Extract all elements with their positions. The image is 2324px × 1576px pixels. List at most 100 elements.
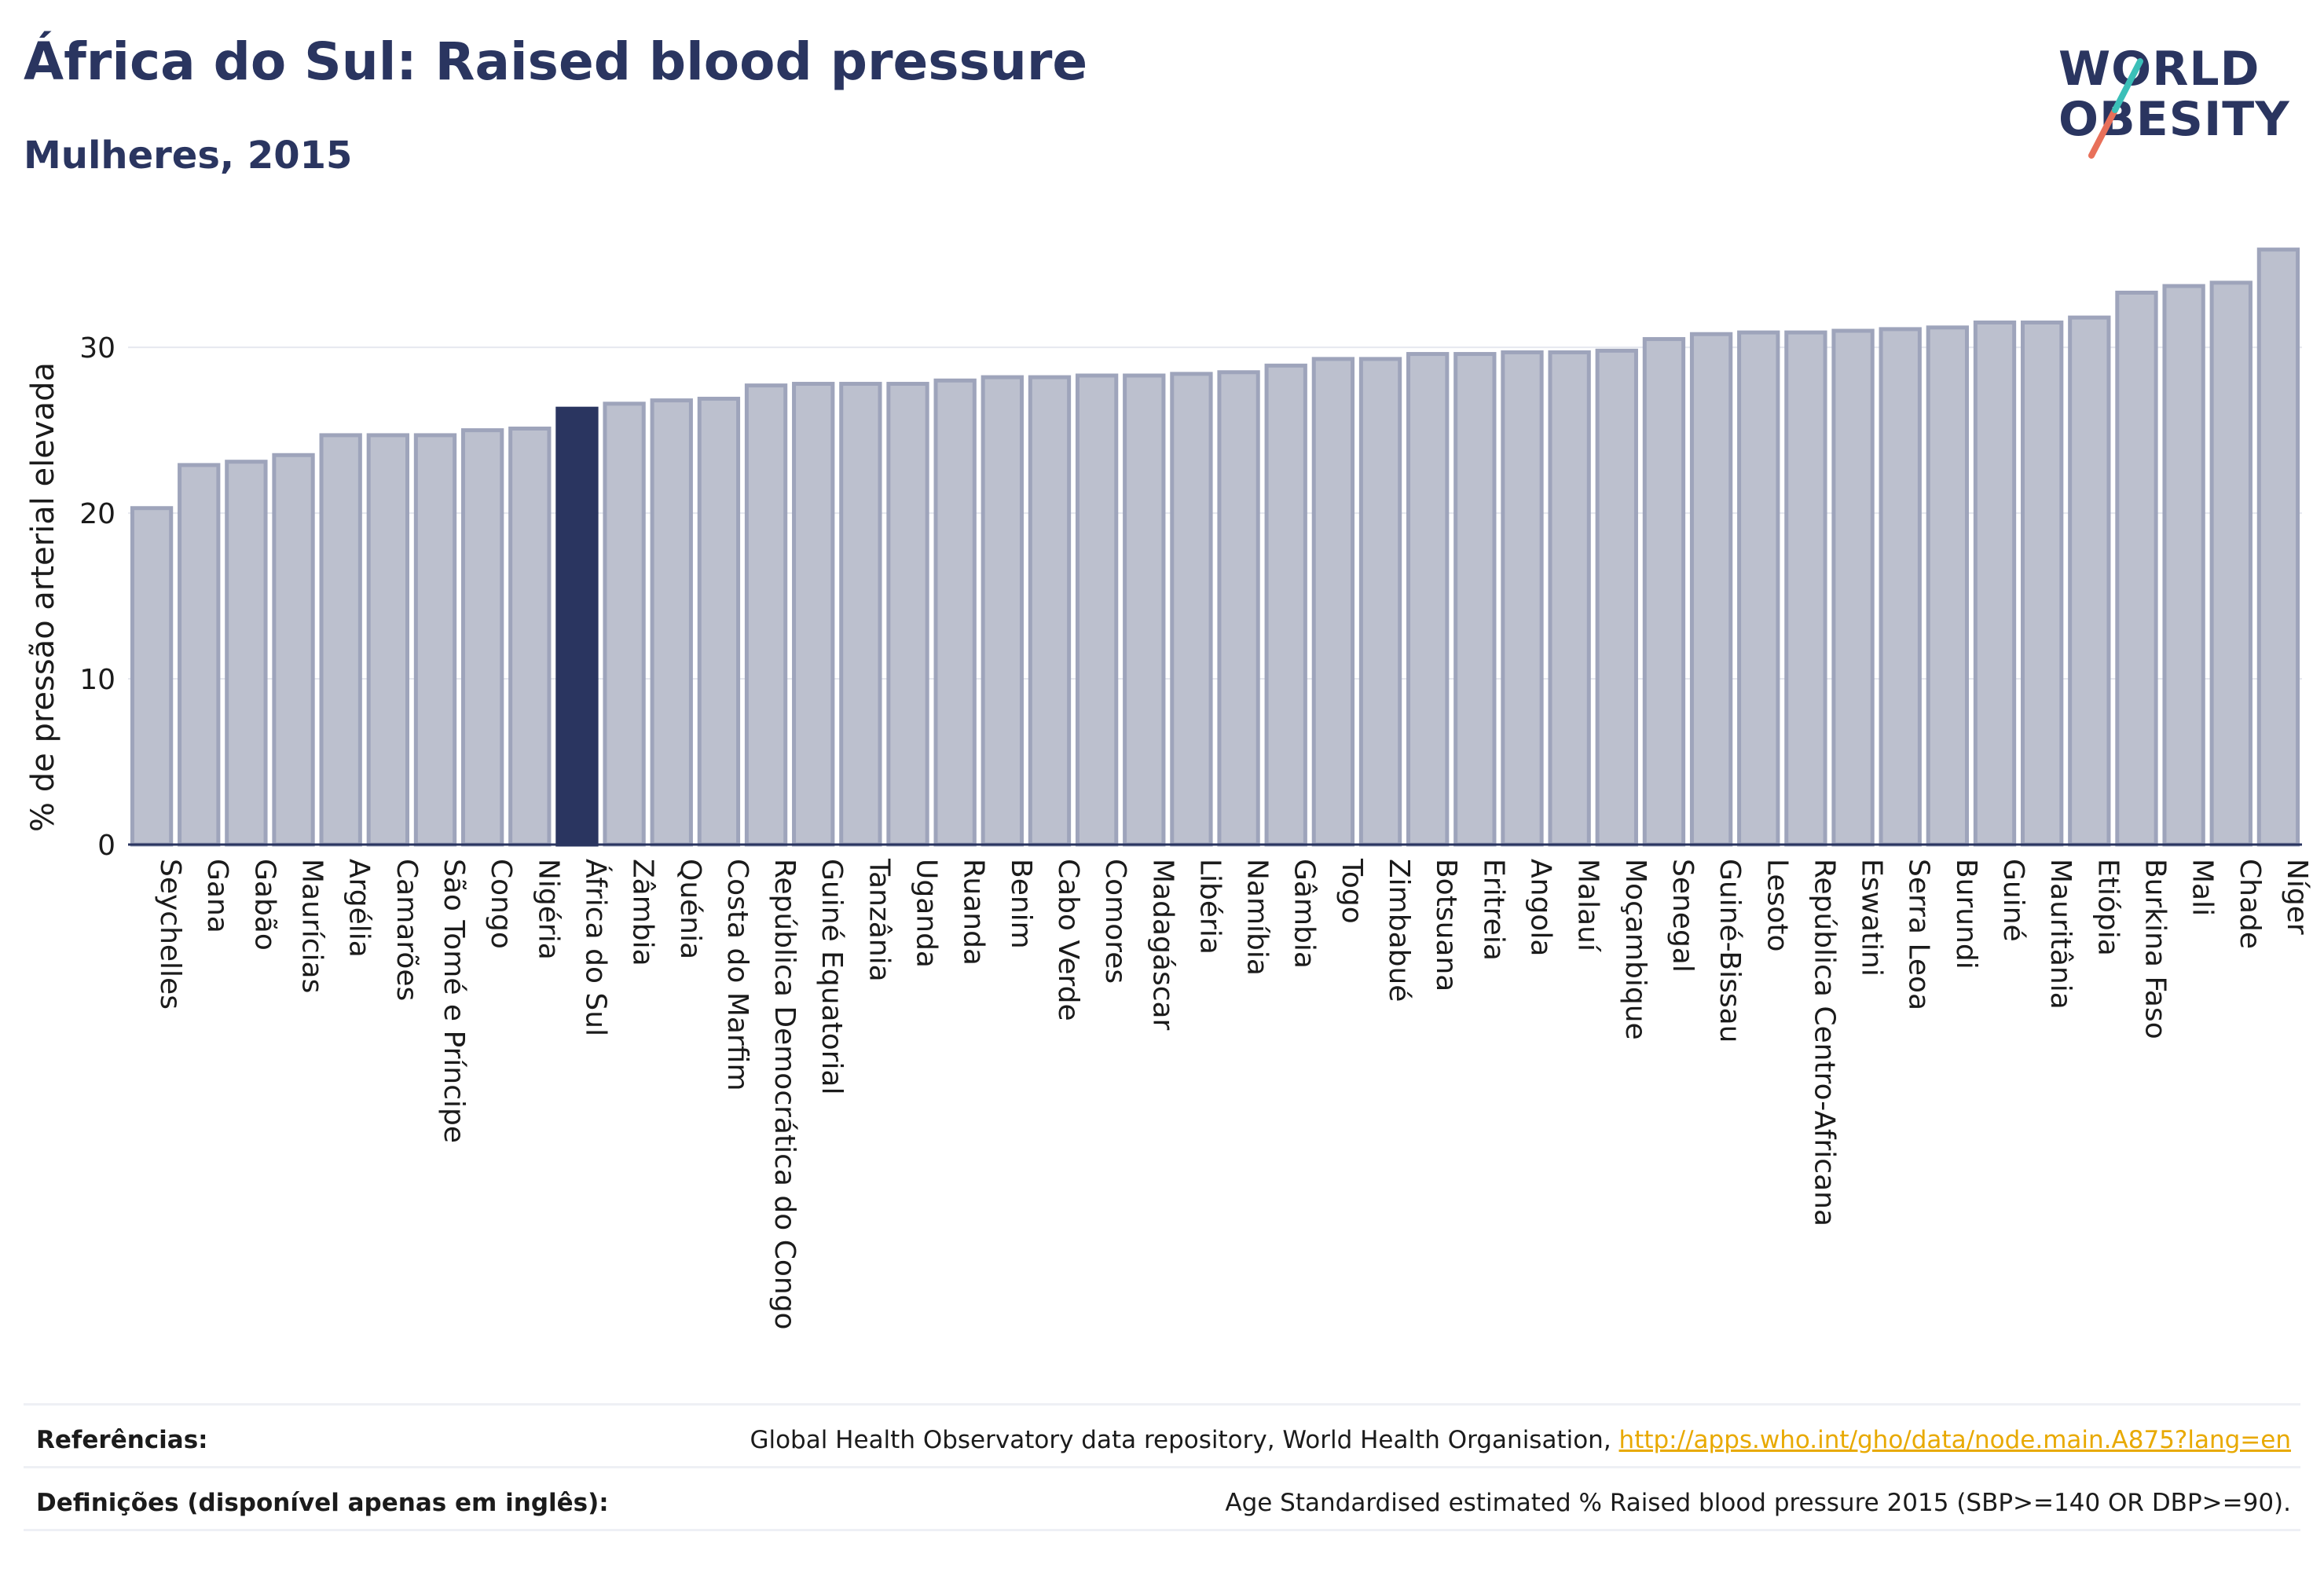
x-tick-label: Madagáscar [1146, 859, 1178, 1031]
world-obesity-logo[interactable]: WORLD OBESITY [2043, 24, 2318, 173]
y-tick-label: 30 [79, 332, 115, 365]
bar[interactable] [1642, 337, 1686, 847]
x-tick-label: Ruanda [958, 859, 990, 966]
bar[interactable] [697, 397, 741, 847]
x-tick-label: Zâmbia [627, 859, 659, 966]
x-tick-label: Uganda [911, 859, 943, 968]
bar[interactable] [1879, 327, 1922, 847]
bar[interactable] [319, 433, 362, 847]
bar[interactable] [1595, 348, 1638, 847]
bar[interactable] [1784, 330, 1827, 847]
x-tick-label: Seychelles [154, 859, 186, 1010]
bar-highlighted[interactable] [555, 406, 599, 847]
x-tick-label: República Democrática do Congo [768, 859, 801, 1330]
bar[interactable] [650, 398, 693, 847]
x-tick-label: Quénia [674, 859, 706, 959]
x-tick-label: Gâmbia [1288, 859, 1321, 969]
x-tick-label: Cabo Verde [1052, 859, 1084, 1021]
references-link[interactable]: http://apps.who.int/gho/data/node.main.A… [1618, 1426, 2291, 1454]
bar[interactable] [272, 453, 315, 847]
bar[interactable] [225, 460, 268, 847]
x-tick-label: Lesoto [1761, 859, 1793, 952]
bar[interactable] [1831, 328, 1875, 847]
references-text: Global Health Observatory data repositor… [750, 1426, 2291, 1454]
x-tick-label: Níger [2281, 859, 2313, 935]
x-tick-label: Camarões [390, 859, 423, 1001]
bar[interactable] [1689, 332, 1733, 847]
x-tick-label: Benim [1005, 859, 1037, 949]
y-axis-title: % de pressão arterial elevada [25, 362, 61, 832]
x-tick-label: República Centro-Africana [1808, 859, 1840, 1226]
logo-text-line-2: OBESITY [2058, 92, 2290, 147]
x-tick-label: Zimbabué [1383, 859, 1415, 1002]
bar[interactable] [2162, 284, 2205, 847]
bar[interactable] [2115, 291, 2158, 847]
page-subtitle: Mulheres, 2015 [24, 134, 353, 178]
bar[interactable] [2256, 247, 2300, 847]
x-tick-label: Eswatini [1856, 859, 1888, 977]
bar[interactable] [1075, 373, 1119, 847]
bar[interactable] [130, 506, 174, 847]
x-tick-label: Serra Leoa [1903, 859, 1935, 1010]
bar[interactable] [508, 426, 552, 847]
page-title: África do Sul: Raised blood pressure [24, 31, 1088, 92]
bar[interactable] [2068, 315, 2111, 847]
x-tick-label: Guiné [1997, 859, 2029, 942]
logo-text-line-1: WORLD [2058, 42, 2260, 97]
bar[interactable] [2021, 320, 2064, 847]
bars [130, 247, 2300, 847]
x-tick-label: Eritreia [1477, 859, 1509, 961]
bar[interactable] [792, 382, 835, 847]
bar[interactable] [1311, 357, 1355, 847]
bar[interactable] [839, 382, 882, 847]
y-tick-labels: 0 10 20 30 [79, 332, 115, 862]
bar[interactable] [366, 433, 409, 847]
x-tick-label: Togo [1336, 858, 1368, 924]
bar[interactable] [1737, 330, 1780, 847]
bar-chart: 0 10 20 30 Seychelles Gana Gabão Maurícias Argé… [25, 247, 2313, 1330]
bar[interactable] [178, 463, 221, 847]
bar[interactable] [933, 378, 977, 847]
x-tick-label: Senegal [1666, 859, 1699, 973]
bar[interactable] [981, 375, 1024, 847]
bar[interactable] [1501, 350, 1544, 847]
bar[interactable] [460, 428, 504, 847]
x-tick-label: Botsuana [1430, 859, 1462, 991]
bar[interactable] [1453, 352, 1497, 847]
x-tick-label: Malauí [1572, 859, 1604, 952]
bar[interactable] [603, 401, 646, 847]
bar[interactable] [1358, 357, 1402, 847]
references-label: Referências: [36, 1426, 208, 1454]
footer-divider [24, 1403, 2300, 1406]
bar[interactable] [1973, 320, 2017, 847]
x-tick-label: São Tomé e Príncipe [438, 859, 470, 1143]
x-tick-labels: Seychelles Gana Gabão Maurícias Argélia Camar… [154, 858, 2313, 1330]
bar[interactable] [1926, 325, 1970, 847]
bar[interactable] [1217, 370, 1260, 847]
x-tick-label: Burkina Faso [2139, 859, 2171, 1039]
bar[interactable] [1406, 352, 1450, 847]
bar[interactable] [1548, 350, 1591, 847]
x-tick-label: Gabão [248, 859, 280, 951]
bar[interactable] [886, 382, 929, 847]
definitions-label: Definições (disponível apenas em inglês)… [36, 1489, 609, 1517]
x-tick-label: Burundi [1950, 859, 1982, 969]
x-tick-label: Moçambique [1619, 859, 1651, 1040]
y-tick-label: 20 [79, 498, 115, 530]
x-tick-label: Mali [2187, 859, 2219, 916]
definitions-text: Age Standardised estimated % Raised bloo… [1225, 1489, 2291, 1517]
x-tick-label: Congo [485, 859, 517, 949]
bar[interactable] [1170, 372, 1213, 847]
x-tick-label: Libéria [1193, 859, 1226, 955]
bar[interactable] [744, 383, 788, 847]
bar[interactable] [1028, 375, 1072, 847]
bar[interactable] [413, 433, 457, 847]
bar[interactable] [2209, 280, 2253, 847]
x-tick-label: Guiné-Bissau [1714, 859, 1746, 1043]
x-tick-label: Etiópia [2091, 859, 2124, 956]
x-tick-label: Argélia [343, 859, 376, 958]
bar[interactable] [1123, 373, 1166, 847]
x-tick-label: Costa do Marfim [721, 859, 753, 1091]
x-tick-label: Nigéria [532, 859, 564, 960]
bar[interactable] [1264, 363, 1307, 847]
